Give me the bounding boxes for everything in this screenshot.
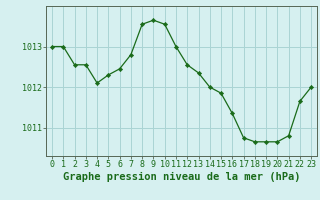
X-axis label: Graphe pression niveau de la mer (hPa): Graphe pression niveau de la mer (hPa) (63, 172, 300, 182)
